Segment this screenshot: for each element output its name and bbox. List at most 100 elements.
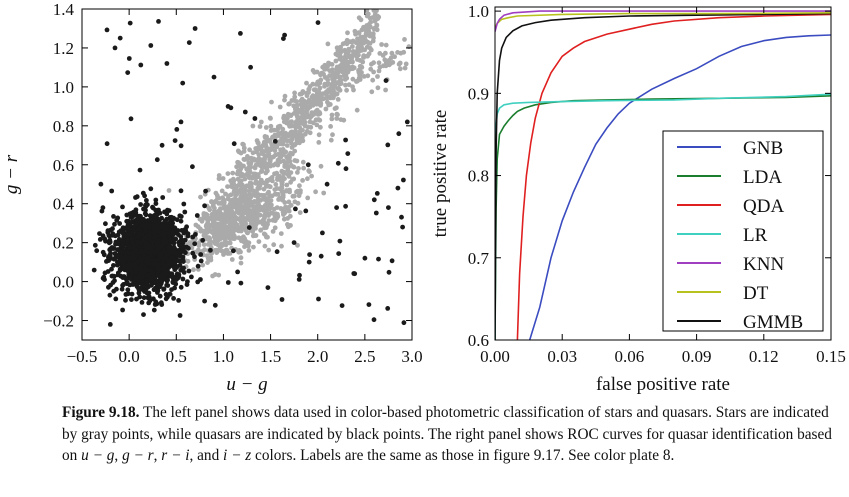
y-tick-label: 0.0	[53, 273, 74, 292]
quasar-point	[137, 258, 142, 264]
star-point	[270, 134, 275, 140]
star-point	[238, 260, 244, 266]
quasar-point	[130, 281, 136, 287]
quasar-point	[172, 138, 178, 144]
star-point	[307, 130, 313, 136]
star-point	[330, 132, 335, 138]
quasar-point	[92, 242, 98, 248]
star-point	[305, 176, 310, 182]
star-point	[280, 126, 286, 132]
x-tick-label: 0.00	[480, 347, 510, 366]
quasar-point	[144, 278, 150, 284]
quasar-point	[119, 249, 124, 255]
quasar-point	[120, 243, 125, 248]
quasar-point	[131, 261, 137, 267]
star-point	[317, 110, 322, 115]
star-point	[336, 79, 342, 84]
star-point	[325, 41, 331, 47]
star-point	[340, 41, 346, 47]
quasar-point	[385, 142, 391, 148]
quasar-point	[139, 249, 145, 255]
star-point	[252, 165, 258, 171]
star-point	[212, 272, 218, 277]
star-point	[309, 173, 314, 179]
quasar-point	[91, 267, 97, 273]
quasar-point	[117, 35, 123, 41]
star-point	[225, 251, 231, 256]
star-point	[243, 199, 249, 205]
quasar-point	[114, 217, 120, 223]
star-point	[269, 145, 275, 151]
quasar-point	[178, 234, 184, 240]
star-point	[200, 262, 206, 268]
star-point	[298, 110, 304, 115]
star-point	[267, 115, 273, 121]
quasar-point	[144, 267, 150, 273]
star-point	[376, 68, 382, 74]
right-roc-panel: 0.00 0.03 0.06 0.09 0.12 0.15 0.6 0.7 0.8 0.9 1.0 f…	[430, 2, 846, 395]
star-point	[281, 216, 287, 222]
star-point	[307, 169, 312, 175]
star-point	[303, 101, 309, 107]
star-point	[216, 176, 222, 182]
star-point	[217, 244, 223, 250]
x-tick-label: 1.0	[213, 347, 234, 366]
quasar-point	[149, 282, 154, 288]
star-point	[328, 90, 334, 95]
star-point	[355, 30, 361, 36]
quasar-point	[164, 61, 170, 66]
star-point	[361, 74, 367, 79]
star-point	[272, 218, 278, 224]
quasar-point	[320, 230, 325, 236]
star-point	[227, 240, 233, 246]
star-point	[351, 65, 357, 71]
star-point	[288, 163, 294, 168]
quasar-point	[158, 300, 164, 306]
quasar-point	[315, 20, 321, 25]
star-point	[379, 42, 384, 47]
roc-curve-gmmb	[495, 12, 831, 340]
star-point	[355, 57, 360, 62]
quasar-point	[135, 265, 140, 271]
star-point	[288, 150, 293, 156]
star-point	[328, 85, 334, 91]
quasar-point	[146, 294, 152, 300]
quasar-point	[110, 226, 115, 232]
star-point	[274, 144, 280, 150]
quasar-point	[134, 194, 140, 200]
star-point	[226, 207, 232, 212]
star-point	[288, 119, 294, 125]
quasar-point	[190, 164, 195, 170]
star-point	[239, 238, 244, 244]
quasar-point	[238, 280, 244, 286]
star-point	[330, 80, 336, 86]
quasar-point	[171, 225, 177, 231]
quasar-point	[134, 220, 140, 225]
quasar-point	[296, 277, 302, 282]
quasar-point	[120, 258, 126, 264]
quasar-point	[126, 250, 132, 256]
star-point	[245, 171, 251, 176]
quasar-point	[123, 297, 128, 303]
star-point	[262, 243, 268, 249]
star-point	[328, 137, 334, 143]
star-point	[370, 38, 376, 44]
quasar-point	[147, 213, 153, 219]
quasar-point	[156, 266, 162, 272]
quasar-point	[174, 126, 180, 132]
legend-label: LDA	[743, 167, 782, 188]
star-point	[223, 242, 229, 248]
quasar-point	[225, 104, 231, 109]
quasar-point	[169, 271, 175, 277]
star-point	[375, 16, 381, 21]
quasar-point	[106, 240, 112, 246]
y-tick-label: 0.9	[468, 84, 489, 103]
quasar-point	[162, 236, 167, 242]
quasar-point	[178, 253, 184, 259]
quasar-point	[303, 208, 309, 214]
star-point	[334, 69, 340, 75]
star-point	[201, 242, 207, 248]
star-point	[295, 170, 300, 175]
star-point	[333, 58, 339, 64]
quasar-point	[137, 167, 143, 173]
